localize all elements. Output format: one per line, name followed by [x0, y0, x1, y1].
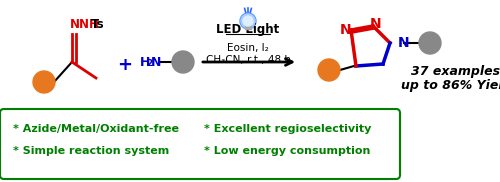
Circle shape	[172, 51, 194, 73]
Circle shape	[241, 14, 255, 28]
Text: * Low energy consumption: * Low energy consumption	[204, 146, 370, 156]
FancyBboxPatch shape	[245, 25, 251, 29]
Text: Eosin, I₂: Eosin, I₂	[227, 43, 269, 53]
Text: * Excellent regioselectivity: * Excellent regioselectivity	[204, 124, 372, 134]
Text: +: +	[118, 56, 132, 74]
Text: N: N	[370, 17, 382, 31]
Text: CH₃CN, r.t., 48 h: CH₃CN, r.t., 48 h	[206, 55, 290, 65]
Text: Ts: Ts	[91, 18, 104, 31]
Text: N: N	[398, 36, 409, 50]
Text: * Azide/Metal/Oxidant-free: * Azide/Metal/Oxidant-free	[13, 124, 179, 134]
Circle shape	[318, 59, 340, 81]
Circle shape	[33, 71, 55, 93]
Circle shape	[419, 32, 441, 54]
Text: 2: 2	[146, 60, 152, 68]
Text: 37 examples: 37 examples	[412, 66, 500, 78]
Circle shape	[243, 16, 253, 26]
Circle shape	[240, 13, 256, 29]
Text: N: N	[340, 23, 352, 37]
Text: N: N	[151, 56, 162, 68]
Text: LED Light: LED Light	[216, 23, 280, 37]
Text: NNH: NNH	[70, 18, 100, 31]
FancyBboxPatch shape	[0, 109, 400, 179]
Text: up to 86% Yield: up to 86% Yield	[400, 80, 500, 92]
Text: * Simple reaction system: * Simple reaction system	[13, 146, 169, 156]
Text: H: H	[140, 56, 150, 68]
